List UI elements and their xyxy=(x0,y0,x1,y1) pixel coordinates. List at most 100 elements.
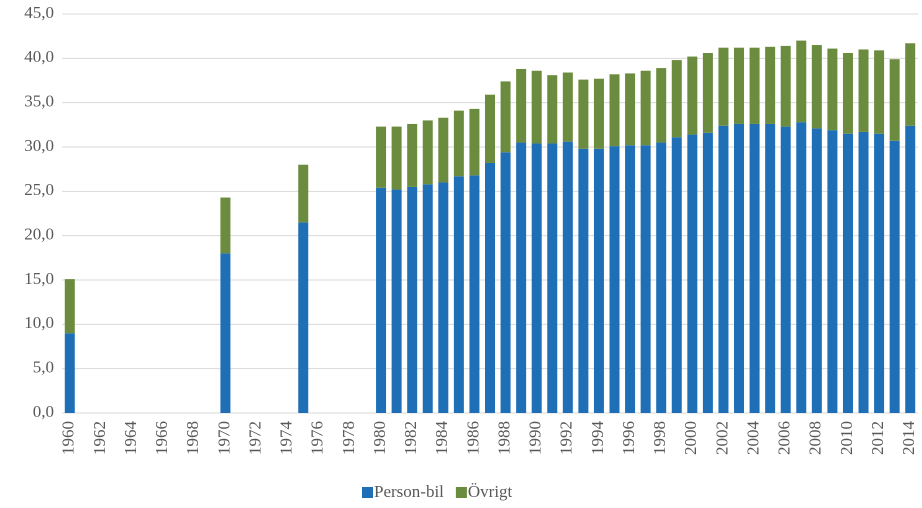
bar-segment xyxy=(609,146,620,413)
bar-segment xyxy=(734,123,745,414)
bar-segment xyxy=(874,133,885,413)
x-tick-label: 1986 xyxy=(463,421,482,455)
bar-segment xyxy=(407,186,418,413)
legend-swatch xyxy=(362,487,373,498)
bar-segment xyxy=(780,45,791,127)
y-tick-label: 5,0 xyxy=(33,358,54,377)
bar-segment xyxy=(687,56,698,135)
bar-segment xyxy=(749,47,760,124)
bar-segment xyxy=(905,125,916,413)
x-tick-label: 2010 xyxy=(837,421,856,455)
x-tick-label: 2000 xyxy=(681,421,700,455)
bar-segment xyxy=(827,130,838,414)
bar-segment xyxy=(625,145,636,413)
bar-segment xyxy=(469,108,480,176)
bar-segment xyxy=(391,126,402,190)
bar-segment xyxy=(671,60,682,138)
x-tick-label: 1990 xyxy=(526,421,545,455)
bar-segment xyxy=(407,123,418,187)
x-tick-label: 1962 xyxy=(90,421,109,455)
bar-segment xyxy=(889,140,900,413)
x-tick-label: 2014 xyxy=(899,421,918,456)
bar-segment xyxy=(640,145,651,413)
x-tick-label: 1988 xyxy=(494,421,513,455)
bar-segment xyxy=(578,148,589,414)
bar-segment xyxy=(516,68,527,143)
y-tick-label: 40,0 xyxy=(24,47,54,66)
x-tick-label: 1960 xyxy=(59,421,78,455)
x-tick-label: 2002 xyxy=(712,421,731,455)
bar-segment xyxy=(858,49,869,132)
bar-segment xyxy=(656,142,667,414)
bar-segment xyxy=(438,117,449,183)
y-tick-label: 20,0 xyxy=(24,225,54,244)
bar-segment xyxy=(422,120,433,185)
bar-segment xyxy=(422,184,433,413)
y-tick-label: 0,0 xyxy=(33,402,54,421)
bar-segment xyxy=(516,142,527,414)
bar-segment xyxy=(531,70,542,144)
bar-segment xyxy=(376,187,387,413)
x-tick-label: 1966 xyxy=(152,421,171,455)
y-tick-label: 35,0 xyxy=(24,92,54,111)
bar-segment xyxy=(500,152,511,413)
bar-segment xyxy=(702,53,713,133)
bar-segment xyxy=(376,126,387,188)
bar-segment xyxy=(858,131,869,413)
x-tick-label: 1978 xyxy=(339,421,358,455)
bar-segment xyxy=(796,40,807,123)
bar-segment xyxy=(453,110,464,177)
x-tick-label: 2006 xyxy=(775,421,794,455)
bar-segment xyxy=(485,162,495,413)
bar-segment xyxy=(64,333,75,413)
x-tick-label: 2004 xyxy=(743,421,762,456)
bar-segment xyxy=(562,141,573,413)
bar-segment xyxy=(625,73,636,146)
bar-segment xyxy=(687,134,698,413)
x-tick-label: 1998 xyxy=(650,421,669,455)
bar-segment xyxy=(780,126,791,414)
bar-segment xyxy=(811,128,822,413)
x-tick-label: 1972 xyxy=(245,421,264,455)
bar-segment xyxy=(64,279,75,334)
bar-segment xyxy=(796,122,807,413)
x-tick-label: 1992 xyxy=(557,421,576,455)
y-tick-label: 30,0 xyxy=(24,136,54,155)
x-tick-label: 1984 xyxy=(432,421,451,456)
bar-segment xyxy=(671,137,682,413)
bar-segment xyxy=(438,182,449,413)
x-tick-label: 1994 xyxy=(588,421,607,456)
x-tick-label: 1996 xyxy=(619,421,638,455)
x-tick-label: 1980 xyxy=(370,421,389,455)
x-tick-label: 2008 xyxy=(806,421,825,455)
bar-segment xyxy=(842,133,853,413)
bar-segment xyxy=(531,143,542,413)
bar-segment xyxy=(547,143,558,413)
bar-segment xyxy=(298,164,309,223)
bar-segment xyxy=(547,75,558,144)
bar-segment xyxy=(702,132,713,413)
bar-segment xyxy=(842,53,853,134)
y-tick-label: 15,0 xyxy=(24,269,54,288)
x-tick-label: 2012 xyxy=(868,421,887,455)
bar-segment xyxy=(609,74,620,147)
bar-segment xyxy=(578,79,589,149)
bar-segment xyxy=(640,70,651,146)
x-tick-label: 1968 xyxy=(183,421,202,455)
bar-segment xyxy=(562,72,573,142)
bar-segment xyxy=(889,59,900,141)
bar-segment xyxy=(656,68,667,143)
bar-segment xyxy=(593,78,604,149)
bar-segment xyxy=(905,43,916,126)
bar-segment xyxy=(718,47,729,126)
bar-segment xyxy=(453,176,464,413)
bar-segment xyxy=(765,46,776,124)
x-tick-label: 1964 xyxy=(121,421,140,456)
bar-segment xyxy=(469,175,480,413)
bar-segment xyxy=(485,94,495,163)
x-tick-label: 1970 xyxy=(214,421,233,455)
bar-segment xyxy=(874,50,885,134)
bar-segment xyxy=(391,189,402,413)
bar-segment xyxy=(765,123,776,414)
